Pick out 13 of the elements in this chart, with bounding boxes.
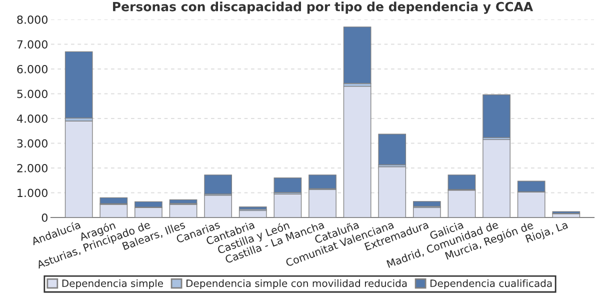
- y-tick-label: 4.000: [16, 114, 48, 123]
- chart-title: Personas con discapacidad por tipo de dependencia y CCAA: [113, 2, 534, 14]
- legend-label: Dependencia simple con movilidad reducida: [186, 279, 407, 289]
- y-tick-label: 6.000: [17, 64, 48, 74]
- legend-label: Dependencia cualificada: [430, 279, 552, 289]
- y-tick-label: 3.000: [17, 139, 48, 148]
- legend-label: Dependencia simple: [62, 279, 163, 289]
- y-tick-label: 5.000: [17, 90, 48, 98]
- y-tick-label: 8.000: [17, 15, 48, 24]
- y-tick-label: 7.000: [17, 40, 48, 49]
- y-tick-label: 0: [42, 213, 48, 222]
- y-tick-label: 1.000: [18, 188, 48, 198]
- y-tick-label: 2.000: [17, 164, 48, 172]
